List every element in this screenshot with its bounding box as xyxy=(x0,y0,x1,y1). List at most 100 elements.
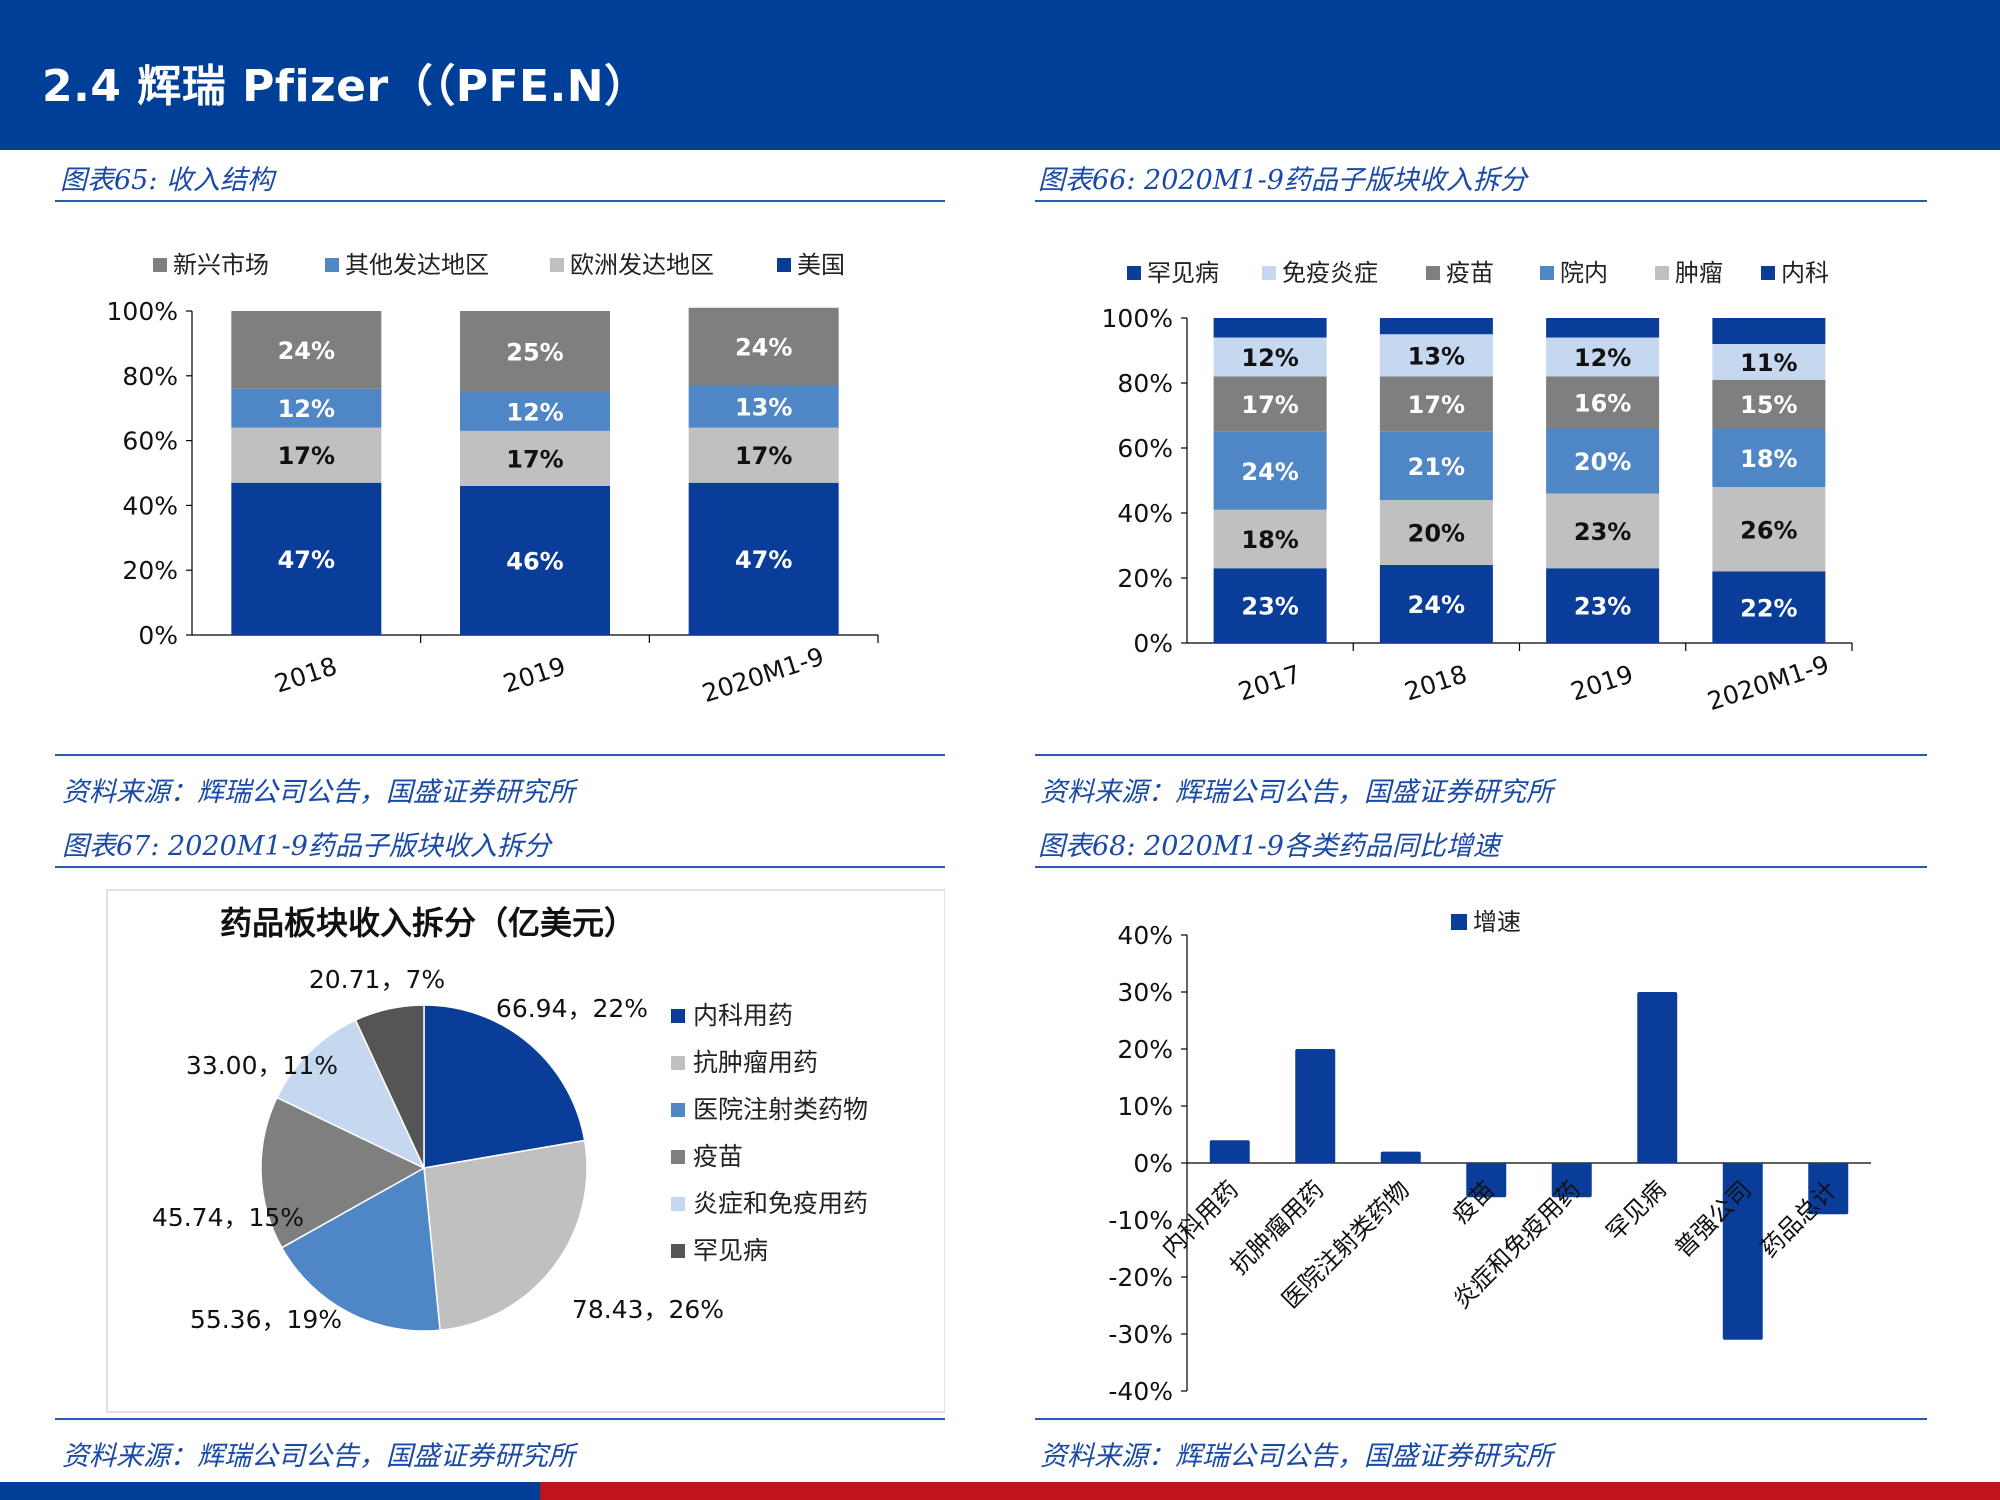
legend-label: 疫苗 xyxy=(1446,259,1494,287)
bar-segment-内科 xyxy=(1379,565,1493,643)
data-label: 18% xyxy=(1241,526,1298,554)
legend-label: 抗肿瘤用药 xyxy=(693,1048,818,1077)
bar-segment-罕见病 xyxy=(1712,318,1826,344)
pie-slice-label: 33.00，11% xyxy=(186,1051,338,1080)
bar-抗肿瘤用药 xyxy=(1295,1049,1336,1163)
figure-66-source: 资料来源：辉瑞公司公告，国盛证券研究所 xyxy=(1040,777,1553,808)
y-tick-label: -10% xyxy=(1108,1206,1173,1235)
bar-segment-内科 xyxy=(1546,568,1660,643)
pie-slice-label: 78.43，26% xyxy=(572,1295,724,1324)
data-label: 11% xyxy=(1740,349,1797,377)
y-tick-label: 100% xyxy=(1102,304,1173,333)
bar-segment-肿瘤 xyxy=(1546,493,1660,569)
figure-68-source: 资料来源：辉瑞公司公告，国盛证券研究所 xyxy=(1040,1441,1553,1472)
y-tick-label: 0% xyxy=(1133,1149,1173,1178)
data-label: 23% xyxy=(1241,593,1298,621)
data-label: 17% xyxy=(278,442,335,470)
legend-swatch-增速 xyxy=(1451,914,1467,930)
data-label: 46% xyxy=(506,547,563,575)
pie-slice-label: 66.94，22% xyxy=(496,994,648,1023)
bar-疫苗 xyxy=(1466,1163,1507,1198)
bar-segment-新兴市场 xyxy=(231,311,382,389)
y-tick-label: 20% xyxy=(1117,564,1173,593)
figure-66-top-rule xyxy=(1035,200,1927,202)
bar-segment-疫苗 xyxy=(1213,376,1327,432)
footer-red-bar xyxy=(540,1482,2000,1500)
y-tick-label: 10% xyxy=(1117,1092,1173,1121)
data-label: 24% xyxy=(278,337,335,365)
y-tick-label: 60% xyxy=(122,427,178,456)
figure-67-bottom-rule xyxy=(55,1418,945,1420)
legend-label: 罕见病 xyxy=(1147,259,1219,287)
figure-65-top-rule xyxy=(55,200,945,202)
legend-label: 内科用药 xyxy=(693,1001,793,1030)
data-label: 23% xyxy=(1574,593,1631,621)
legend-label: 炎症和免疫用药 xyxy=(693,1189,868,1218)
bar-segment-罕见病 xyxy=(1213,318,1327,338)
pie-slice-抗肿瘤用药 xyxy=(423,1139,588,1332)
data-label: 23% xyxy=(1574,518,1631,546)
y-tick-label: 0% xyxy=(138,621,178,650)
legend-label: 院内 xyxy=(1560,259,1608,287)
pie-slice-内科用药 xyxy=(423,1004,586,1169)
chart-revenue-structure: 0% 20% 40% 60% 80% 100% 47% 17% 12% 24% 2018 46% 17%… xyxy=(107,251,879,709)
pie-slice-label: 55.36，19% xyxy=(190,1305,342,1334)
bar-普强公司 xyxy=(1722,1163,1763,1340)
bar-segment-肿瘤 xyxy=(1213,509,1327,569)
data-label: 15% xyxy=(1740,391,1797,419)
y-tick-label: -20% xyxy=(1108,1263,1173,1292)
y-tick-label: 40% xyxy=(1117,921,1173,950)
data-label: 20% xyxy=(1408,520,1465,548)
figure-66-title: 图表66: 2020M1-9药品子版块收入拆分 xyxy=(1038,165,1527,196)
bar-segment-其他发达地区 xyxy=(688,385,839,428)
figure-68-top-rule xyxy=(1035,866,1927,868)
bar-segment-其他发达地区 xyxy=(231,388,382,428)
legend-swatch-疫苗 xyxy=(671,1150,685,1164)
legend-swatch-罕见病 xyxy=(671,1244,685,1258)
x-tick-label: 2017 xyxy=(1235,659,1304,706)
legend-label: 其他发达地区 xyxy=(345,251,489,279)
y-tick-label: 60% xyxy=(1117,434,1173,463)
x-tick-label: 2019 xyxy=(500,651,569,698)
legend-swatch-抗肿瘤用药 xyxy=(671,1056,685,1070)
legend-swatch-疫苗 xyxy=(1426,266,1440,280)
bar-segment-院内 xyxy=(1712,428,1826,487)
data-label: 12% xyxy=(1241,344,1298,372)
data-label: 17% xyxy=(506,445,563,473)
bar-炎症和免疫用药 xyxy=(1551,1163,1592,1198)
x-tick-label: 2020M1-9 xyxy=(1704,650,1833,717)
bar-segment-院内 xyxy=(1213,431,1327,510)
data-label: 16% xyxy=(1574,390,1631,418)
legend-label: 免疫炎症 xyxy=(1282,259,1378,287)
bar-segment-欧洲发达地区 xyxy=(231,427,382,483)
pie-slice-医院注射类药物 xyxy=(280,1166,441,1332)
y-tick-label: 80% xyxy=(1117,369,1173,398)
footer-blue-bar xyxy=(0,1482,540,1500)
legend-swatch-内科用药 xyxy=(671,1009,685,1023)
x-tick-label: 2020M1-9 xyxy=(699,642,828,709)
data-label: 26% xyxy=(1740,516,1797,544)
data-label: 47% xyxy=(278,546,335,574)
figure-68-title: 图表68: 2020M1-9各类药品同比增速 xyxy=(1038,831,1500,862)
pie-slice-疫苗 xyxy=(260,1096,426,1249)
x-tick-label: 2019 xyxy=(1567,659,1636,706)
bar-segment-肿瘤 xyxy=(1712,487,1826,572)
page-title: 2.4 辉瑞 Pfizer（（PFE.N） xyxy=(42,61,649,112)
data-label: 20% xyxy=(1574,448,1631,476)
legend-swatch-其他发达地区 xyxy=(325,258,339,272)
chart-pharma-revenue-pie: 药品板块收入拆分（亿美元） 66.94，22% 78.43，26% 55.36，19%… xyxy=(106,889,945,1413)
legend-swatch-内科 xyxy=(1761,266,1775,280)
data-label: 24% xyxy=(1408,591,1465,619)
bar-segment-美国 xyxy=(460,485,610,635)
data-label: 24% xyxy=(735,334,792,362)
bar-segment-内科 xyxy=(1712,571,1826,643)
legend-swatch-医院注射类药物 xyxy=(671,1103,685,1117)
x-tick-label: 2018 xyxy=(1401,659,1470,706)
pie-slice-label: 20.71，7% xyxy=(309,965,445,994)
chart-pharma-growth: -40%-30%-20%-10%0%10%20%30%40%内科用药抗肿瘤用药医… xyxy=(1108,908,1871,1406)
pie-slice-罕见病 xyxy=(354,1004,425,1169)
x-tick-label: 罕见病 xyxy=(1601,1175,1672,1246)
bar-segment-疫苗 xyxy=(1712,379,1826,429)
y-tick-label: -30% xyxy=(1108,1320,1173,1349)
chart-pharma-subsegment-stacked: 0% 20% 40% 60% 80% 100% 23% 18% 24% 17% 12% 2017 24%… xyxy=(1102,259,1853,717)
